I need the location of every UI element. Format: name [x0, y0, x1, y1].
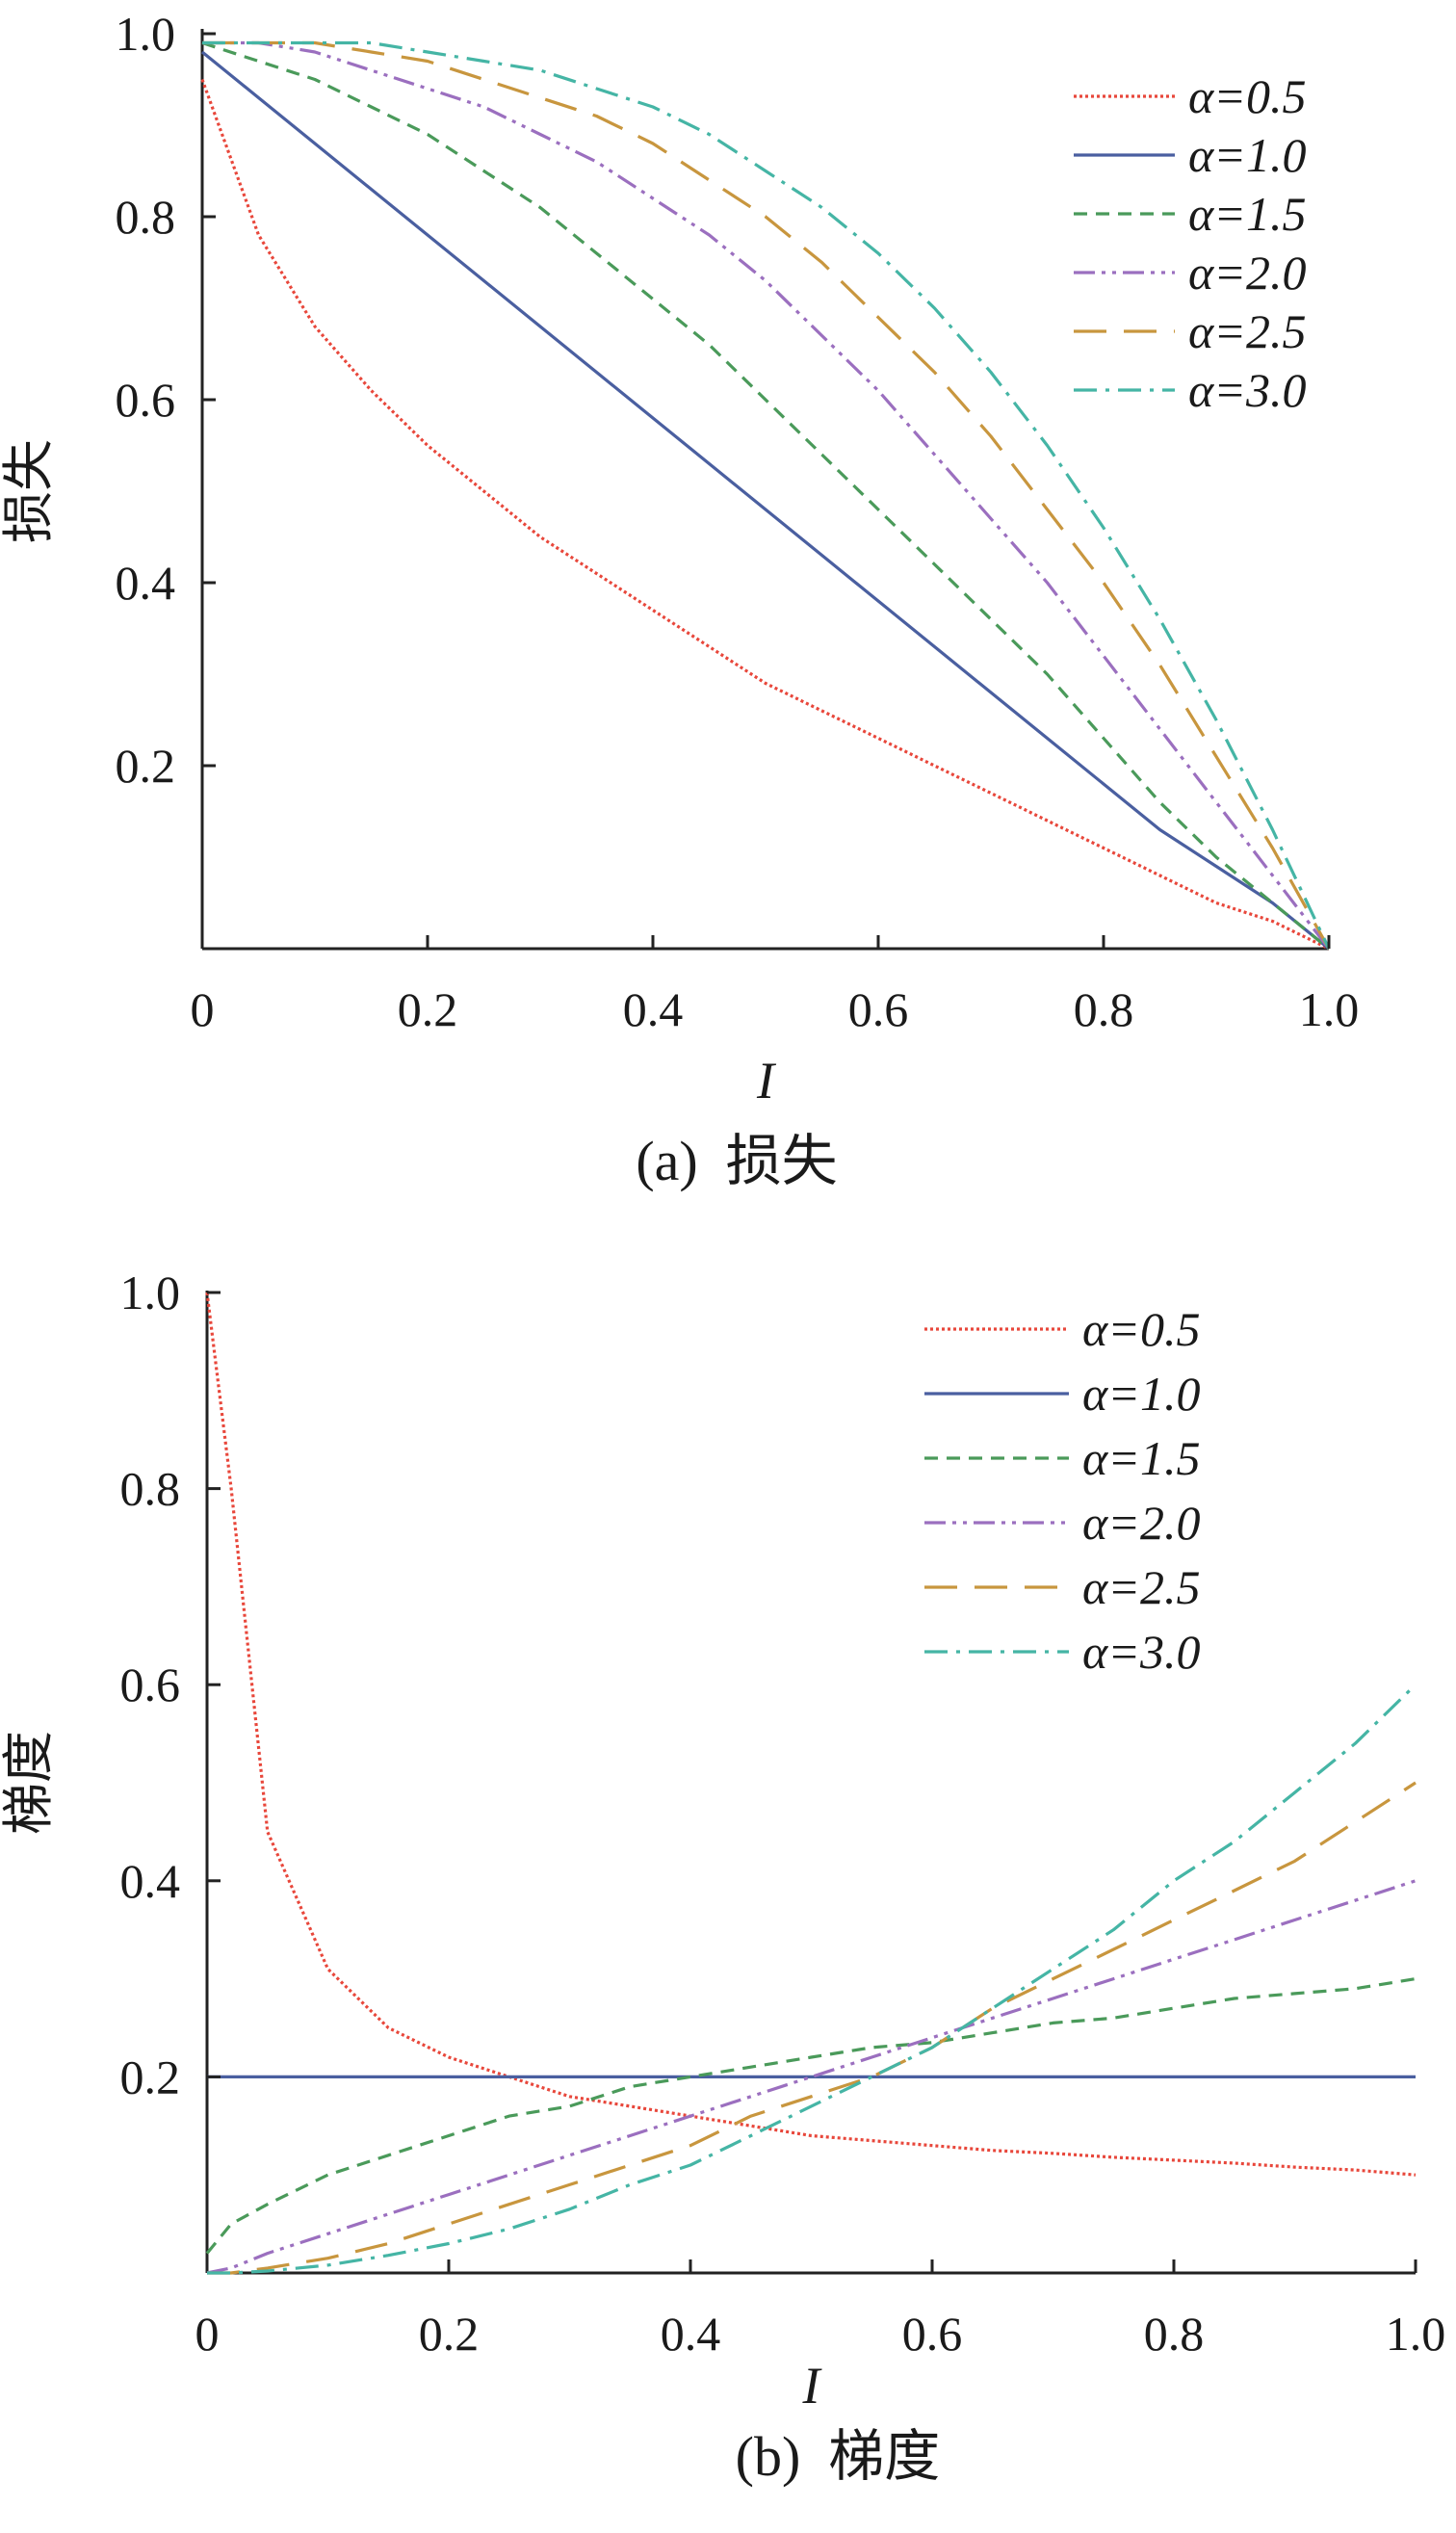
labels: I 损失 (a) 损失 [0, 439, 838, 1192]
series-line-4 [206, 1879, 1417, 2275]
ticks: 0 0.2 0.4 0.6 0.8 1.0 0.2 0.4 0.6 0.8 1.0 [120, 1266, 1446, 2361]
legend-label: α=3.0 [1188, 363, 1307, 417]
legend-label: α=1.5 [1082, 1431, 1201, 1485]
series-line-6 [202, 40, 1331, 950]
ticks: 0 0.2 0.4 0.6 0.8 1.0 0.2 0.4 0.6 0.8 1.0 [116, 7, 1360, 1036]
y-tick-label: 0.2 [116, 739, 176, 793]
series-line-3 [205, 1977, 1417, 2255]
legend-label: α=3.0 [1082, 1625, 1201, 1679]
legend-label: α=1.5 [1188, 187, 1307, 241]
x-tick-label: 1.0 [1299, 982, 1360, 1036]
legend: α=0.5 α=1.0 α=1.5 α=2.0 α=2.5 α=3.0 [924, 1302, 1201, 1679]
x-tick-label: 0.2 [398, 982, 458, 1036]
x-tick-label: 0.6 [848, 982, 909, 1036]
x-tick-label: 1.0 [1386, 2307, 1446, 2361]
plot-area [205, 1292, 1417, 2275]
labels: I 梯度 (b) 梯度 [0, 1731, 940, 2488]
series-line-5 [207, 1781, 1417, 2275]
x-tick-label: 0.8 [1144, 2307, 1205, 2361]
y-tick-label: 0.4 [120, 1854, 181, 1908]
x-tick-label: 0.4 [661, 2307, 721, 2361]
y-axis-label: 损失 [0, 439, 58, 543]
y-tick-label: 0.4 [116, 556, 176, 610]
x-tick-label: 0 [191, 982, 215, 1036]
legend: α=0.5α=1.0α=1.5α=2.0α=2.5α=3.0 [1074, 69, 1307, 417]
x-tick-label: 0 [195, 2307, 220, 2361]
y-tick-label: 0.2 [120, 2050, 181, 2103]
legend-label: α=1.0 [1188, 128, 1307, 182]
y-tick-label: 0.6 [116, 373, 176, 427]
series-line-5 [202, 40, 1331, 950]
series-line-3 [201, 40, 1331, 951]
y-tick-label: 1.0 [120, 1266, 181, 1319]
legend-label: α=2.5 [1188, 304, 1307, 358]
x-tick-label: 0.4 [623, 982, 684, 1036]
series-line-1 [205, 1292, 1417, 2177]
x-axis-label: I [802, 2357, 823, 2415]
figure-caption: (a) 损失 [636, 1130, 837, 1192]
legend-label: α=0.5 [1082, 1302, 1201, 1356]
series-line-6 [207, 1684, 1417, 2275]
figure-caption: (b) 梯度 [736, 2425, 941, 2488]
loss-chart: α=0.5α=1.0α=1.5α=2.0α=2.5α=3.0 0 0.2 0.4 0.… [0, 7, 1360, 1192]
gradient-chart: α=0.5 α=1.0 α=1.5 α=2.0 α=2.5 α=3.0 0 0.2 0.4 0.… [0, 1266, 1446, 2488]
plot-area [200, 40, 1331, 951]
y-axis-label: 梯度 [0, 1731, 58, 1835]
legend-label: α=2.0 [1188, 246, 1307, 300]
series-line-1 [200, 78, 1330, 951]
y-tick-label: 1.0 [116, 7, 176, 61]
y-tick-label: 0.8 [120, 1462, 181, 1516]
x-tick-label: 0.8 [1074, 982, 1134, 1036]
legend-label: α=1.0 [1082, 1367, 1201, 1421]
y-tick-label: 0.6 [120, 1658, 181, 1711]
legend-label: α=2.5 [1082, 1560, 1201, 1614]
series-line-4 [202, 40, 1331, 950]
x-axis-label: I [756, 1052, 777, 1110]
x-tick-label: 0.2 [419, 2307, 480, 2361]
legend-label: α=2.0 [1082, 1496, 1201, 1550]
series-line-2 [200, 50, 1331, 951]
x-tick-label: 0.6 [902, 2307, 963, 2361]
legend-label: α=0.5 [1188, 69, 1307, 123]
y-tick-label: 0.8 [116, 190, 176, 244]
